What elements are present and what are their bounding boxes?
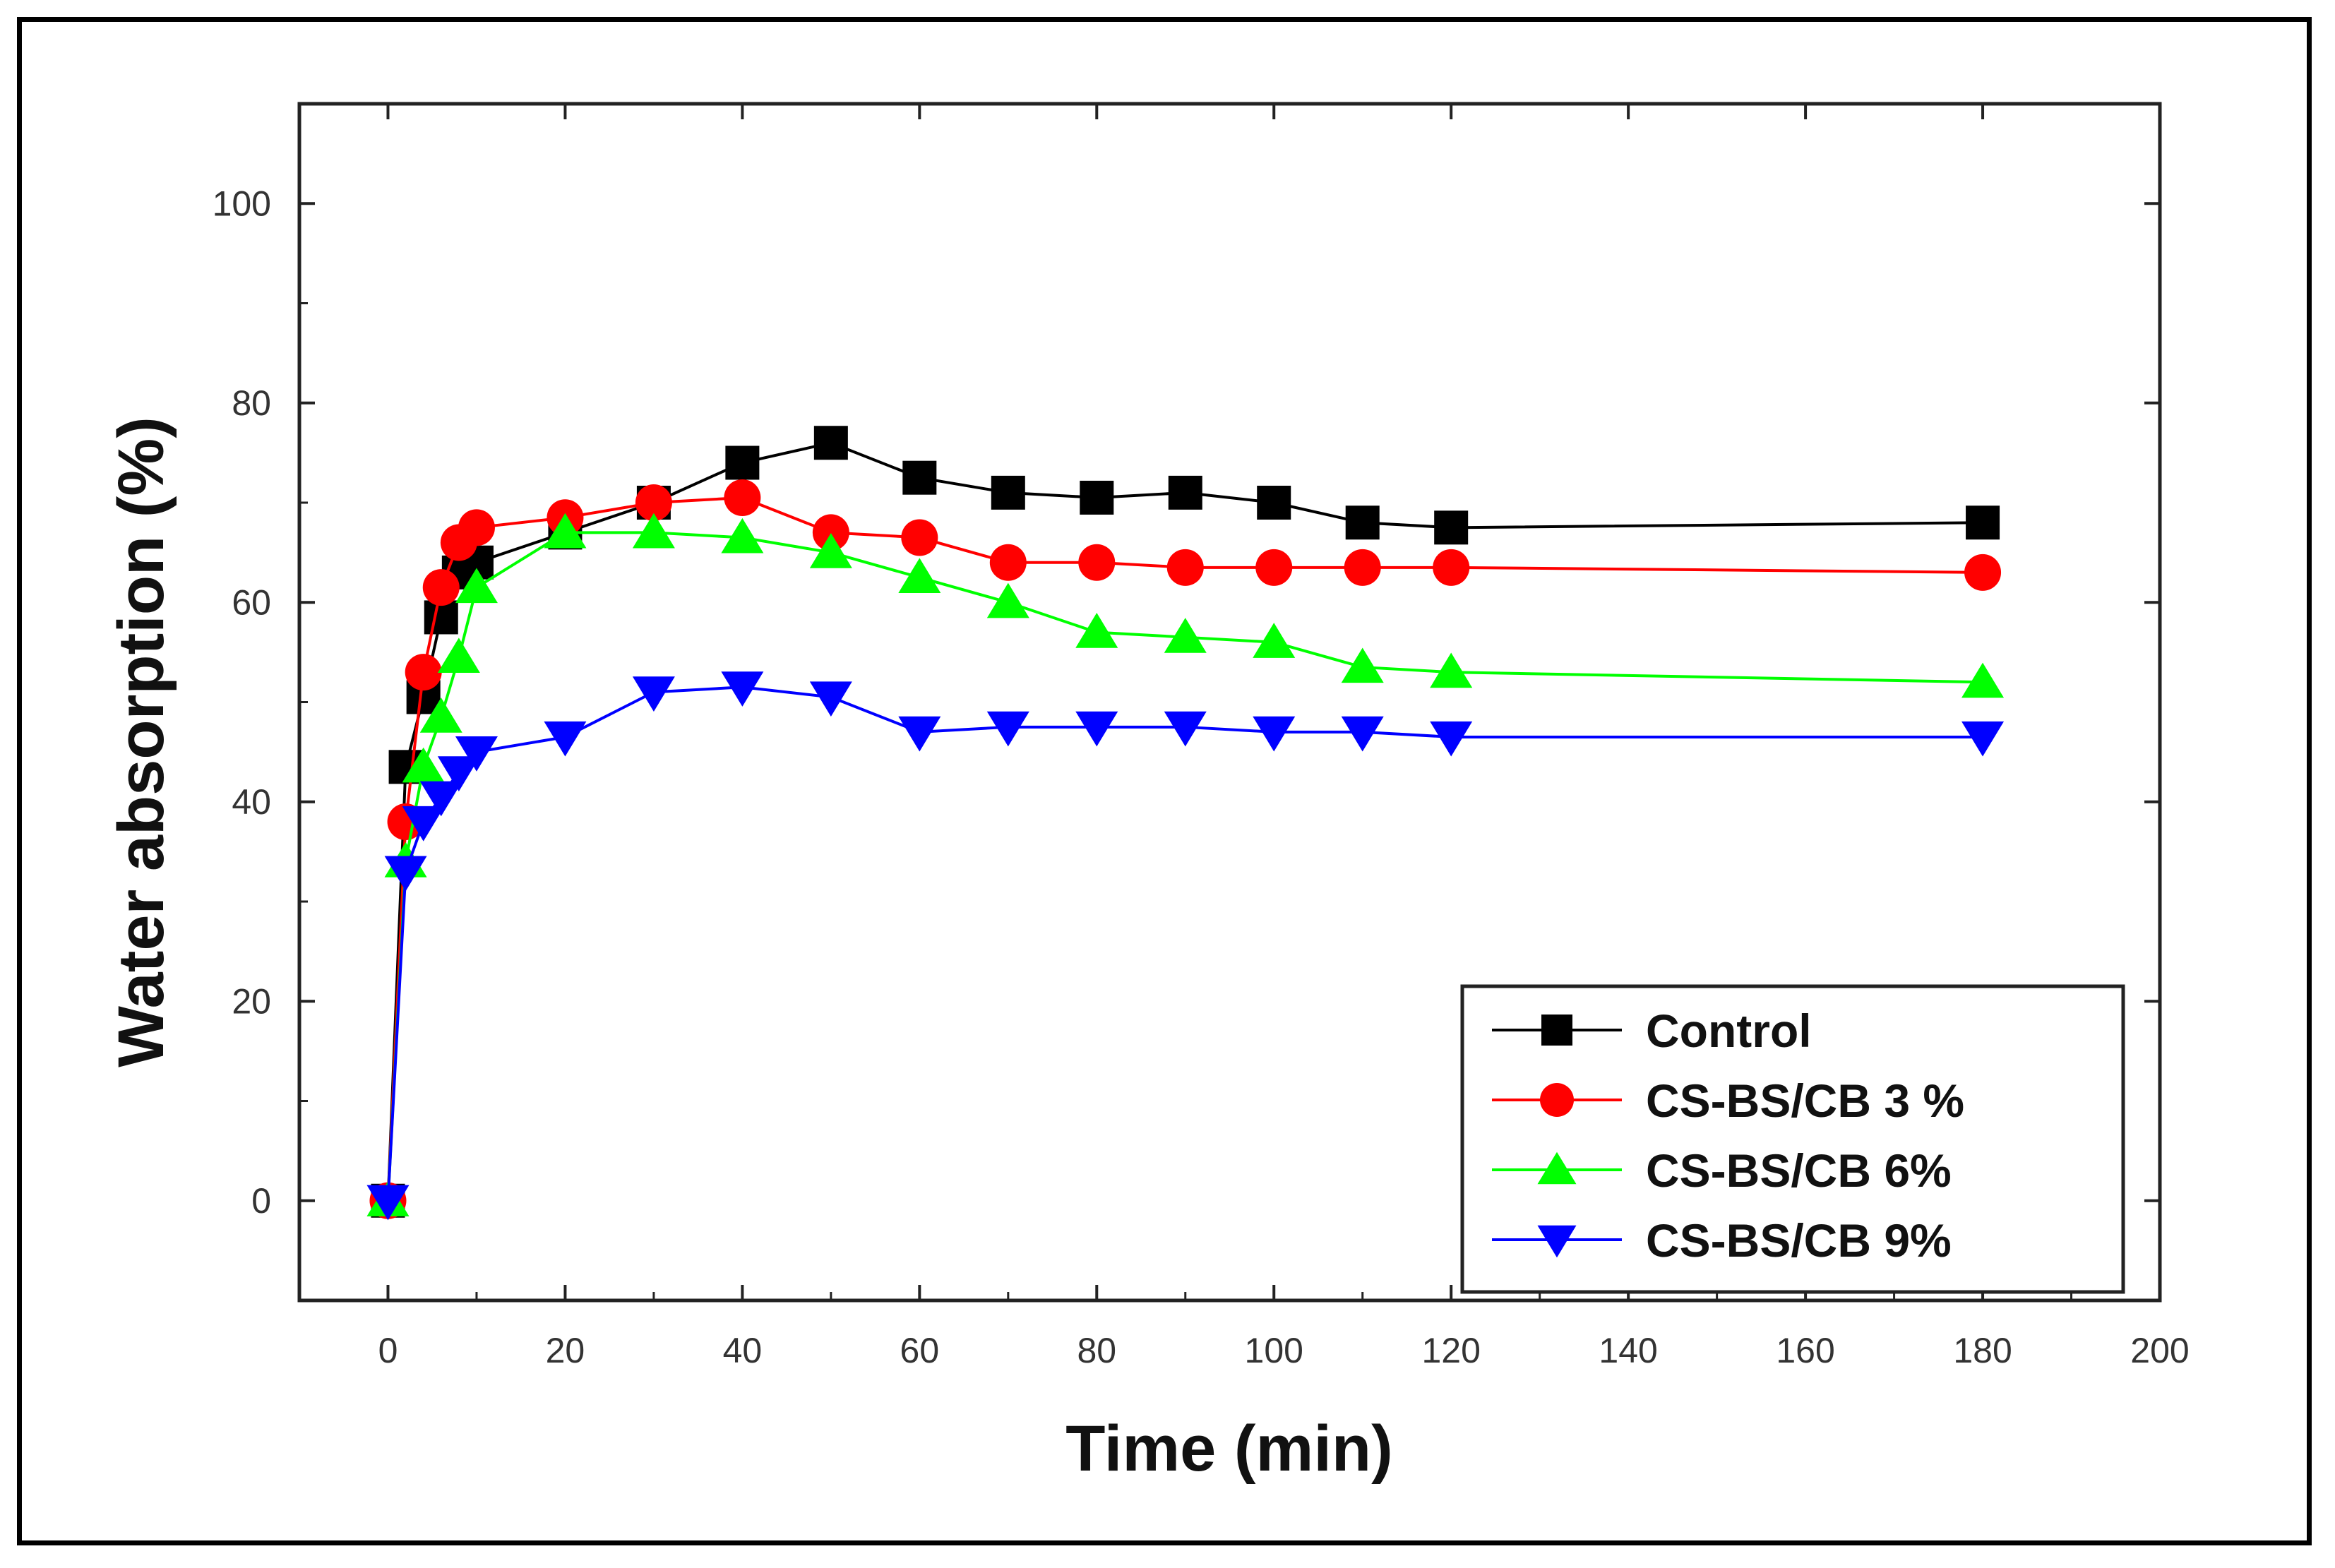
data-point [901,519,938,556]
data-point [991,475,1025,510]
figure-frame: 0 20 40 60 80 100 120 140 160 180 200 0 20 40 60 80 100 … [17,17,2312,1545]
data-point [422,569,460,606]
x-tick-label: 40 [723,1331,763,1370]
x-tick-label: 0 [378,1331,398,1370]
legend: Control CS-BS/CB 3 % CS-BS/CB 6% CS-BS/CB 9… [1460,984,2125,1294]
y-tick-label: 100 [213,184,271,223]
data-point [455,736,498,772]
data-point [1961,721,2005,757]
series-3 [366,513,2005,1216]
data-point [898,558,941,594]
axes: 0 20 40 60 80 100 120 140 160 180 200 0 20 40 60 80 100 [213,102,2190,1370]
data-point [384,856,427,892]
x-tick-label: 180 [1953,1331,2012,1370]
data-point [1253,623,1296,658]
data-point [1430,721,1473,757]
legend-label: CS-BS/CB 3 % [1646,1075,1964,1127]
data-point [437,638,480,674]
data-point [1961,662,2005,698]
data-point [1166,549,1204,586]
data-point [424,600,458,635]
x-tick-label: 200 [2130,1331,2189,1370]
data-point [1344,549,1381,586]
data-point [437,756,480,791]
data-point [419,781,462,817]
data-point [986,582,1029,618]
data-point [1966,505,2000,540]
x-tick-label: 20 [546,1331,585,1370]
data-point [458,509,495,546]
data-point [1433,549,1470,586]
y-tick-label: 0 [251,1181,271,1221]
legend-marker [1537,1225,1577,1258]
data-point [455,568,498,604]
legend-marker [1541,1015,1572,1046]
data-point [405,654,442,691]
legend-label: CS-BS/CB 6% [1646,1144,1952,1197]
data-point [419,698,462,733]
y-tick-label: 60 [232,582,271,622]
x-tick-label: 100 [1245,1331,1303,1370]
data-point [812,514,849,551]
data-point [635,484,672,521]
data-point [1075,711,1118,747]
data-point [1164,711,1207,747]
legend-marker [1537,1151,1577,1185]
data-point [724,479,761,516]
data-point [1168,475,1202,510]
data-point [1257,486,1291,520]
data-point [809,681,852,717]
data-point [813,426,848,460]
legend-entry: Control [1492,1005,1812,1057]
y-tick-label: 80 [232,383,271,423]
legend-entry: CS-BS/CB 3 % [1492,1075,1964,1127]
data-point [1078,544,1116,581]
data-point [402,747,445,783]
x-tick-label: 80 [1077,1331,1116,1370]
data-point [1253,716,1296,752]
y-tick-label: 20 [232,981,271,1021]
data-point [1434,510,1469,545]
legend-label: CS-BS/CB 9% [1646,1214,1952,1267]
data-point [986,711,1029,747]
y-tick-label: 40 [232,782,271,822]
data-point [721,517,764,553]
data-point [402,806,445,842]
data-point [721,671,764,707]
data-point [1075,613,1118,648]
data-point [632,513,675,549]
data-point [544,721,587,757]
data-point [1341,716,1384,752]
data-point [1164,618,1207,653]
x-tick-label: 140 [1599,1331,1657,1370]
data-point [632,676,675,712]
data-point [898,716,941,752]
data-point [1080,480,1114,515]
series-layer [366,426,2005,1221]
y-axis-title: Water absorption (%) [105,417,177,1067]
legend-entry: CS-BS/CB 6% [1492,1144,1952,1197]
data-point [989,544,1027,581]
x-axis-title: Time (min) [1065,1413,1392,1485]
data-point [544,513,587,549]
x-tick-label: 160 [1776,1331,1834,1370]
x-tick-label: 120 [1421,1331,1480,1370]
data-point [1964,553,2002,591]
series-4 [366,671,2005,1221]
legend-entry: CS-BS/CB 9% [1492,1214,1952,1267]
legend-label: Control [1646,1005,1812,1057]
data-point [366,1185,410,1221]
data-point [902,460,937,495]
x-tick-label: 60 [900,1331,940,1370]
data-point [809,533,852,568]
data-point [1345,505,1380,540]
data-point [1341,647,1384,683]
data-point [1255,549,1293,586]
legend-marker [1540,1083,1574,1117]
data-point [725,445,760,480]
line-chart: 0 20 40 60 80 100 120 140 160 180 200020406080100 … [105,102,2190,1485]
data-point [1430,652,1473,688]
